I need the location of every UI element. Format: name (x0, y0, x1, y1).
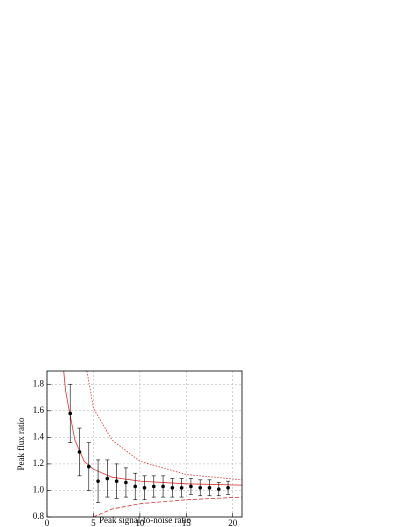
point (151, 484, 156, 489)
point (105, 476, 110, 481)
point (189, 484, 193, 489)
point (198, 486, 203, 490)
curve (93, 496, 242, 517)
point (207, 486, 212, 490)
x-tick-label: 10 (135, 518, 145, 527)
curve (86, 371, 242, 481)
y-tick-label: 1.4 (33, 431, 45, 441)
point (96, 479, 100, 483)
point (68, 411, 73, 416)
point (77, 450, 82, 454)
curve (63, 371, 242, 486)
x-tick-label: 15 (182, 518, 192, 527)
point (161, 484, 165, 489)
y-tick-label: 1.6 (33, 405, 45, 415)
y-tick-label: 0.8 (33, 511, 45, 521)
point (133, 484, 138, 489)
point (216, 487, 221, 491)
point (124, 480, 128, 485)
y-tick-label: 1.8 (33, 378, 45, 388)
x-tick-label: 0 (45, 518, 50, 527)
point (179, 486, 184, 490)
y-tick-label: 1.2 (33, 458, 44, 468)
point (226, 486, 230, 490)
point (114, 479, 119, 483)
point (170, 486, 175, 490)
y-tick-label: 1.0 (33, 485, 45, 495)
point (86, 464, 91, 469)
x-axis-label: Peak signal-to-noise ratio (99, 515, 191, 525)
y-axis-label: Peak flux ratio (16, 417, 26, 470)
x-tick-label: 5 (91, 518, 96, 527)
x-tick-label: 20 (228, 518, 238, 527)
plot-frame (46, 370, 243, 518)
point (142, 486, 147, 490)
